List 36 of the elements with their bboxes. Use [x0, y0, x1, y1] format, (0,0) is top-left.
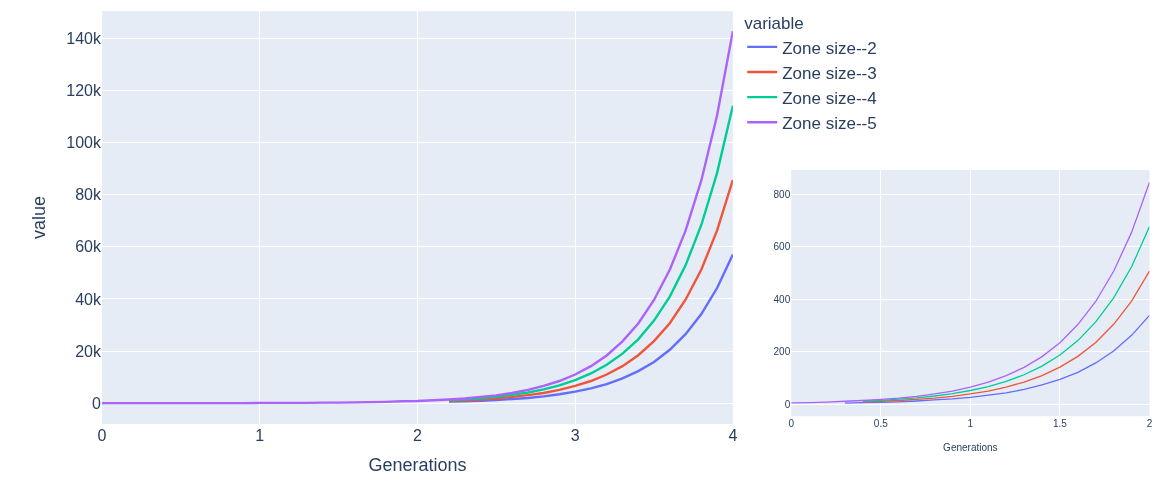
y-tick-label: 400: [773, 293, 791, 305]
line-series: [862, 270, 1150, 403]
y-tick-label: 40k: [75, 290, 102, 308]
x-tick-label: 1.5: [1052, 418, 1068, 430]
y-tick-label: 140k: [66, 30, 102, 48]
y-tick-label: 600: [773, 241, 791, 253]
x-tick-label: 3: [570, 426, 580, 444]
line-series: [862, 225, 1150, 402]
line-series: [844, 314, 1150, 404]
x-tick-label: 0.5: [873, 418, 889, 430]
x-tick-label: 4: [728, 426, 738, 444]
x-tick-label: 2: [1146, 418, 1153, 430]
y-tick-label: 200: [773, 346, 791, 358]
y-tick-label: 800: [773, 188, 791, 200]
y-axis-title: value: [29, 196, 50, 240]
legend-title: variable: [744, 14, 804, 34]
x-tick-label: 1: [967, 418, 974, 430]
legend-label: Zone size--3: [782, 63, 877, 83]
y-tick-label: 80k: [75, 186, 102, 204]
x-tick-label: 1: [255, 426, 265, 444]
x-axis-title: Generations: [943, 441, 998, 453]
y-tick-label: 120k: [66, 82, 102, 100]
x-axis-title: Generations: [368, 455, 467, 476]
legend-label: Zone size--5: [782, 113, 877, 133]
y-tick-label: 100k: [66, 134, 102, 152]
legend-label: Zone size--2: [782, 38, 877, 58]
x-tick-label: 2: [412, 426, 422, 444]
line-series: [447, 178, 733, 403]
legend-label: Zone size--4: [782, 88, 877, 108]
y-tick-label: 20k: [75, 342, 102, 360]
y-tick-label: 0: [784, 398, 791, 410]
line-series: [447, 253, 733, 403]
line-series: [791, 181, 1150, 404]
y-tick-label: 60k: [75, 238, 102, 256]
y-tick-label: 0: [92, 394, 102, 412]
line-series: [102, 29, 733, 405]
